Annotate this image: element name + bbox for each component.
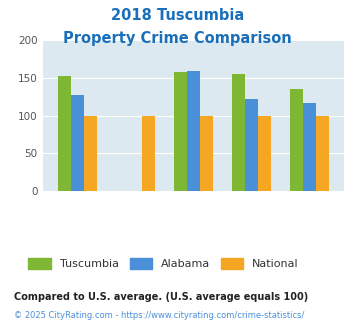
Bar: [290, 89, 303, 191]
Bar: [233, 74, 245, 191]
Bar: [174, 72, 187, 191]
Text: Property Crime Comparison: Property Crime Comparison: [63, 31, 292, 46]
Bar: [187, 72, 200, 191]
Bar: [84, 115, 97, 191]
Text: © 2025 CityRating.com - https://www.cityrating.com/crime-statistics/: © 2025 CityRating.com - https://www.city…: [14, 311, 305, 320]
Bar: [258, 115, 271, 191]
Bar: [200, 115, 213, 191]
Bar: [245, 99, 258, 191]
Bar: [71, 95, 84, 191]
Legend: Tuscumbia, Alabama, National: Tuscumbia, Alabama, National: [24, 253, 303, 274]
Bar: [58, 76, 71, 191]
Bar: [316, 115, 329, 191]
Text: 2018 Tuscumbia: 2018 Tuscumbia: [111, 8, 244, 23]
Text: Compared to U.S. average. (U.S. average equals 100): Compared to U.S. average. (U.S. average …: [14, 292, 308, 302]
Bar: [303, 103, 316, 191]
Bar: [142, 115, 154, 191]
